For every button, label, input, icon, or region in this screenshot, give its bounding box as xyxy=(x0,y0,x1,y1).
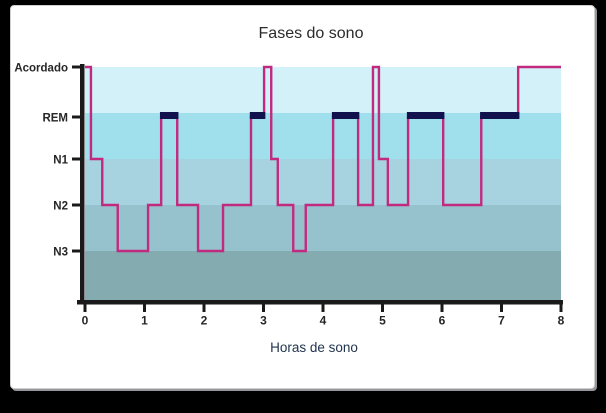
sleep-stage-line xyxy=(85,65,561,253)
x-tick-0 xyxy=(83,304,87,312)
y-tick-n1 xyxy=(72,157,80,161)
x-tick-label-5: 5 xyxy=(379,314,386,328)
y-tick-label-acordado: Acordado xyxy=(14,63,68,75)
y-tick-n3 xyxy=(72,249,80,253)
rem-highlight-bar xyxy=(249,112,266,119)
y-tick-label-n2: N2 xyxy=(53,201,68,213)
x-tick-label-4: 4 xyxy=(320,314,327,328)
rem-highlight-bar xyxy=(480,112,520,119)
stage-band-acordado xyxy=(85,67,561,113)
x-tick-label-7: 7 xyxy=(498,314,505,328)
rem-highlight-bar xyxy=(159,112,179,119)
y-tick-label-n1: N1 xyxy=(53,155,68,167)
x-tick-5 xyxy=(381,304,384,312)
y-tick-rem xyxy=(72,115,80,119)
chart-card: Fases do sono Acordado REM N1 N2 N3 0 1 2 3 4 5 6 7 8… xyxy=(10,5,595,389)
hypnogram-chart: Acordado REM N1 N2 N3 0 1 2 3 4 5 6 7 8 xyxy=(14,63,565,328)
y-tick-acordado xyxy=(72,65,80,69)
rem-highlight-bar xyxy=(331,112,360,119)
rem-highlight-bar xyxy=(406,112,445,119)
x-tick-label-0: 0 xyxy=(82,314,89,328)
x-tick-label-2: 2 xyxy=(201,314,208,328)
x-tick-2 xyxy=(202,304,206,312)
stage-band-n1 xyxy=(85,159,561,205)
x-tick-label-6: 6 xyxy=(439,314,446,328)
y-tick-label-n3: N3 xyxy=(53,247,68,259)
y-tick-n2 xyxy=(72,203,80,207)
x-tick-label-3: 3 xyxy=(260,314,267,328)
x-tick-1 xyxy=(143,304,146,312)
x-tick-4 xyxy=(321,304,325,312)
x-tick-3 xyxy=(262,304,265,312)
chart-title: Fases do sono xyxy=(258,25,364,42)
x-tick-7 xyxy=(500,304,503,312)
x-axis-label: Horas de sono xyxy=(270,340,358,355)
x-axis-spine xyxy=(77,300,563,305)
x-tick-8 xyxy=(559,304,563,312)
stage-band-n2 xyxy=(85,205,561,251)
stage-band-rem xyxy=(85,113,561,159)
x-tick-6 xyxy=(440,304,444,312)
y-axis-spine xyxy=(80,64,85,305)
x-tick-label-1: 1 xyxy=(141,314,148,328)
stage-band-n3 xyxy=(85,251,561,300)
x-tick-label-8: 8 xyxy=(558,314,565,328)
y-tick-label-rem: REM xyxy=(42,113,68,125)
